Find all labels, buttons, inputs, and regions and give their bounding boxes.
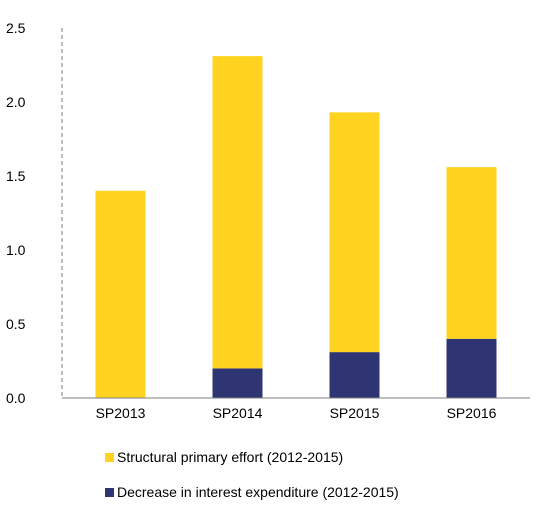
y-tick-label: 2.0 (6, 94, 26, 110)
y-axis-ticks: 0.0 0.5 1.0 1.5 2.0 2.5 (6, 20, 26, 406)
legend: Structural primary effort (2012-2015) De… (105, 448, 399, 518)
x-tick-label: SP2014 (213, 405, 263, 421)
bar-structural-primary-effort-sp2014 (212, 56, 263, 369)
y-tick-label: 0.0 (6, 390, 26, 406)
bar-chart: 0.00.51.01.52.02.5 SP2013 SP2014 SP2015 SP2… (6, 20, 530, 421)
bars-group (95, 56, 497, 398)
y-tick-label: 2.5 (6, 20, 26, 36)
legend-item-structural-primary-effort: Structural primary effort (2012-2015) (105, 448, 399, 466)
x-tick-label: SP2013 (96, 405, 146, 421)
legend-label-structural-primary-effort: Structural primary effort (2012-2015) (117, 449, 344, 465)
legend-label-decrease-in-interest-expenditure: Decrease in interest expenditure (2012-2… (117, 484, 399, 500)
y-tick-label: 0.5 (6, 316, 26, 332)
x-tick-label: SP2015 (330, 405, 380, 421)
legend-swatch-structural-primary-effort (105, 453, 114, 462)
bar-structural-primary-effort-sp2015 (329, 112, 380, 353)
bar-decrease-in-interest-expenditure-sp2014 (212, 368, 263, 398)
legend-item-decrease-in-interest-expenditure: Decrease in interest expenditure (2012-2… (105, 483, 399, 501)
x-axis-ticks: SP2013 SP2014 SP2015 SP2016 (96, 405, 497, 421)
legend-swatch-decrease-in-interest-expenditure (105, 488, 114, 497)
bar-structural-primary-effort-sp2016 (446, 167, 497, 339)
y-tick-label: 1.0 (6, 242, 26, 258)
bar-decrease-in-interest-expenditure-sp2016 (446, 338, 497, 398)
y-tick-label: 1.5 (6, 168, 26, 184)
x-tick-label: SP2016 (447, 405, 497, 421)
bar-structural-primary-effort-sp2013 (95, 190, 146, 398)
bar-decrease-in-interest-expenditure-sp2015 (329, 352, 380, 398)
